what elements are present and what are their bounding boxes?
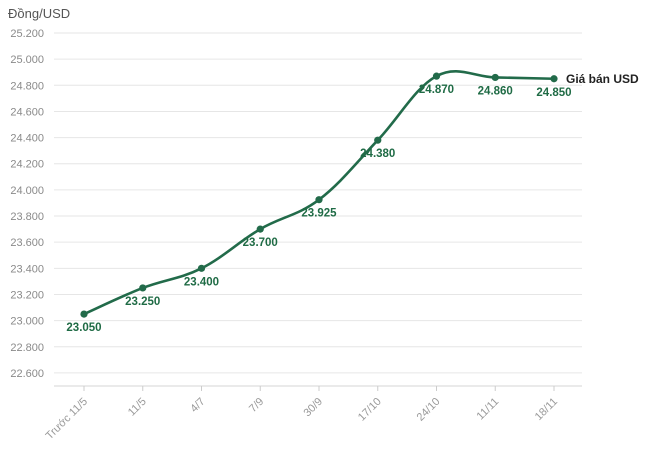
data-point [550, 75, 558, 83]
data-labels: 23.050 23.250 23.400 23.700 23.925 24.380 24.8… [66, 72, 639, 334]
x-tick-label: 30/9 [301, 396, 325, 420]
x-axis-ticks: Trước 11/5 11/5 4/7 7/9 30/9 17/10 24/10 11/11 1… [44, 386, 560, 442]
y-tick-label: 25.200 [10, 28, 44, 40]
x-tick-label: 17/10 [356, 396, 384, 424]
series-name-label: Giá bán USD [566, 72, 639, 86]
data-label: 23.925 [301, 208, 337, 220]
data-point [374, 136, 382, 144]
series-lines [82, 70, 556, 316]
y-tick-label: 23.400 [10, 263, 44, 275]
y-tick-label: 24.600 [10, 106, 44, 118]
y-tick-label: 24.000 [10, 185, 44, 197]
gridlines [54, 32, 582, 387]
x-tick-label: 18/11 [533, 396, 560, 423]
y-tick-label: 24.200 [10, 159, 44, 171]
series-points [80, 72, 558, 318]
x-tick-label: 24/10 [415, 396, 443, 424]
data-label: 24.870 [419, 84, 454, 96]
data-label: 23.250 [125, 296, 160, 308]
y-tick-label: 23.200 [10, 289, 44, 301]
y-tick-label: 25.000 [10, 54, 44, 66]
y-tick-label: 23.800 [10, 211, 44, 223]
data-label: 24.380 [360, 148, 395, 160]
y-axis-label: Đồng/USD [8, 6, 70, 21]
data-point [491, 73, 499, 82]
data-label: 23.400 [184, 276, 219, 288]
y-tick-label: 23.600 [10, 237, 44, 249]
data-label: 24.850 [536, 87, 571, 99]
x-tick-label: 7/9 [247, 396, 266, 415]
data-point [197, 264, 206, 272]
data-label: 23.700 [243, 237, 278, 249]
data-label: 24.860 [478, 85, 513, 97]
data-point [80, 310, 88, 318]
series-line [82, 70, 556, 316]
y-tick-label: 22.600 [10, 368, 44, 380]
y-tick-label: 24.400 [10, 133, 44, 145]
data-point [315, 196, 323, 204]
x-tick-label: 4/7 [188, 396, 207, 415]
y-tick-label: 23.000 [10, 316, 44, 328]
y-tick-label: 24.800 [10, 80, 44, 92]
x-tick-label: Trước 11/5 [44, 396, 90, 442]
data-point [432, 72, 441, 80]
data-label: 23.050 [66, 322, 101, 334]
data-point [256, 225, 264, 233]
x-tick-label: 11/11 [475, 396, 502, 423]
data-point [139, 284, 147, 292]
y-tick-label: 22.800 [10, 342, 44, 354]
y-axis-ticks: 22.600 22.800 23.000 23.200 23.400 23.600 23.8… [10, 28, 44, 380]
x-tick-label: 11/5 [126, 396, 149, 419]
